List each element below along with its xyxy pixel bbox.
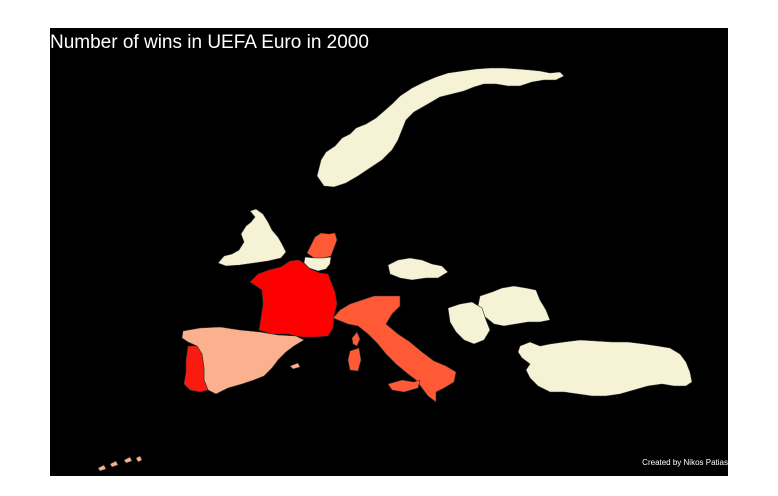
- map-title: Number of wins in UEFA Euro in 2000: [50, 32, 369, 53]
- country-spain-canary: [97, 455, 143, 472]
- country-england: [217, 208, 287, 267]
- country-norway: [316, 67, 565, 188]
- map-credit: Created by Nikos Patias: [642, 458, 728, 467]
- country-netherlands: [306, 232, 338, 259]
- country-portugal: [183, 345, 209, 393]
- map-panel: Number of wins in UEFA Euro in 2000 Crea…: [50, 28, 728, 476]
- country-italy-corsica: [351, 331, 361, 347]
- country-italy: [332, 295, 457, 403]
- europe-map: [97, 67, 693, 472]
- country-italy-sardinia: [347, 347, 362, 372]
- country-czech-republic: [387, 257, 449, 281]
- country-france: [249, 259, 338, 338]
- country-yugoslavia: [447, 301, 491, 345]
- country-spain-balearic: [289, 362, 301, 370]
- country-romania: [477, 285, 551, 327]
- country-turkey: [517, 339, 693, 397]
- country-italy-sicily: [387, 379, 421, 393]
